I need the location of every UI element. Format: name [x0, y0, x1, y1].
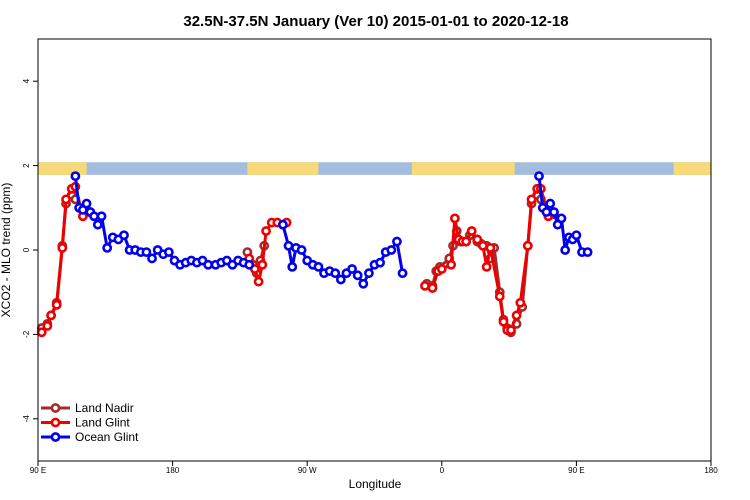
- data-point-land-glint: [427, 283, 438, 293]
- data-point-land-glint: [498, 316, 509, 327]
- land-band-segment: [38, 162, 87, 175]
- data-point-ocean-glint: [163, 247, 174, 258]
- data-point-land-glint: [515, 297, 526, 308]
- data-point-ocean-glint: [147, 253, 157, 264]
- y-axis-label: XCO2 - MLO trend (ppm): [0, 183, 13, 318]
- land-band-segment: [247, 162, 319, 175]
- ocean-band: [38, 162, 711, 175]
- data-point-land-glint: [253, 276, 264, 287]
- chart-title: 32.5N-37.5N January (Ver 10) 2015-01-01 …: [183, 13, 568, 30]
- legend-label: Ocean Glint: [75, 430, 139, 444]
- data-point-ocean-glint: [375, 257, 386, 268]
- data-point-ocean-glint: [313, 261, 324, 272]
- data-point-ocean-glint: [560, 245, 571, 255]
- data-point-ocean-glint: [141, 247, 152, 258]
- data-point-ocean-glint: [386, 245, 397, 255]
- data-point-ocean-glint: [571, 230, 582, 241]
- data-point-land-glint: [511, 310, 522, 321]
- y-tick-label: -2: [22, 330, 31, 338]
- land-ocean-band: [38, 162, 711, 175]
- x-axis-label: Longitude: [349, 477, 402, 491]
- data-point-ocean-glint: [549, 207, 559, 217]
- data-point-ocean-glint: [119, 230, 129, 241]
- data-point-ocean-glint: [96, 211, 107, 222]
- series-layer: [36, 171, 593, 338]
- data-point-ocean-glint: [358, 278, 369, 289]
- data-point-ocean-glint: [545, 198, 556, 209]
- data-point-land-glint: [436, 264, 447, 274]
- y-tick-label: -4: [22, 415, 31, 423]
- data-point-land-glint: [466, 226, 477, 236]
- legend-marker: [50, 403, 61, 413]
- data-point-ocean-glint: [397, 268, 408, 279]
- x-axis: 90 E 180 90 W 0 90 E 180: [30, 461, 718, 475]
- data-point-land-glint: [478, 240, 488, 251]
- data-point-land-glint: [46, 310, 56, 321]
- x-tick-label: 0: [440, 466, 445, 475]
- data-point-land-glint: [61, 194, 71, 205]
- data-point-land-glint: [257, 259, 268, 270]
- data-point-land-glint: [446, 259, 457, 270]
- data-point-ocean-glint: [102, 242, 113, 253]
- x-tick-label: 90 E: [568, 466, 584, 475]
- series-ocean-glint: [70, 171, 593, 289]
- data-point-land-glint: [57, 242, 68, 253]
- data-point-ocean-glint: [363, 268, 374, 279]
- data-point-ocean-glint: [203, 259, 214, 270]
- data-point-ocean-glint: [347, 264, 357, 274]
- land-band-segment: [673, 162, 711, 175]
- data-point-ocean-glint: [352, 270, 363, 281]
- data-point-land-glint: [481, 261, 492, 272]
- data-point-land-glint: [449, 213, 460, 224]
- data-point-land-glint: [485, 242, 496, 253]
- data-point-ocean-glint: [277, 219, 288, 230]
- data-point-land-glint: [51, 299, 62, 310]
- y-tick-label: 2: [22, 163, 31, 168]
- data-point-ocean-glint: [283, 240, 294, 251]
- y-axis: -4 -2 0 2 4: [22, 78, 38, 422]
- data-point-land-glint: [522, 240, 533, 251]
- data-point-land-glint: [506, 325, 516, 336]
- y-tick-label: 0: [22, 247, 31, 252]
- x-tick-label: 180: [166, 466, 180, 475]
- x-tick-label: 180: [704, 466, 718, 475]
- data-point-ocean-glint: [556, 213, 567, 224]
- data-point-land-glint: [526, 194, 537, 205]
- data-point-ocean-glint: [296, 245, 307, 255]
- data-point-ocean-glint: [534, 171, 544, 182]
- data-point-ocean-glint: [81, 198, 92, 209]
- data-point-ocean-glint: [89, 211, 99, 222]
- data-point-ocean-glint: [287, 261, 298, 272]
- legend-marker: [50, 417, 61, 428]
- data-point-land-glint: [461, 236, 472, 247]
- data-point-ocean-glint: [541, 207, 552, 217]
- data-point-land-glint: [36, 327, 47, 338]
- data-point-land-glint: [472, 234, 483, 245]
- land-band-segment: [411, 162, 515, 175]
- legend-marker: [50, 432, 61, 442]
- data-point-land-glint: [420, 280, 430, 291]
- series-land-glint: [36, 181, 559, 338]
- data-point-ocean-glint: [92, 219, 103, 230]
- y-tick-label: 4: [22, 78, 31, 83]
- data-point-ocean-glint: [335, 274, 346, 285]
- x-tick-label: 90 W: [298, 466, 317, 475]
- data-point-land-glint: [494, 291, 505, 302]
- data-point-land-glint: [42, 321, 53, 331]
- data-point-land-glint: [261, 226, 271, 236]
- x-tick-label: 90 E: [30, 466, 46, 475]
- data-point-ocean-glint: [70, 171, 81, 182]
- data-point-ocean-glint: [330, 268, 341, 279]
- series-line-land-glint: [424, 187, 555, 332]
- data-point-ocean-glint: [244, 259, 255, 270]
- legend-label: Land Glint: [75, 416, 130, 430]
- legend-label: Land Nadir: [75, 401, 134, 415]
- data-point-ocean-glint: [582, 247, 593, 258]
- data-point-ocean-glint: [392, 236, 402, 247]
